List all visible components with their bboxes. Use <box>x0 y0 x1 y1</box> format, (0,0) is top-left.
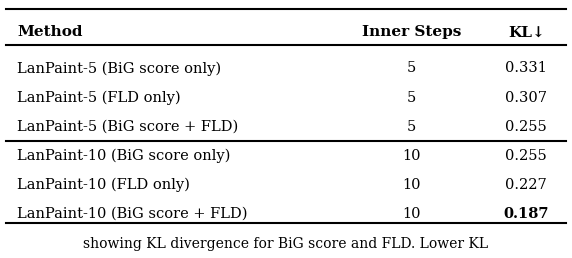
Text: LanPaint-5 (BiG score only): LanPaint-5 (BiG score only) <box>17 61 221 76</box>
Text: 10: 10 <box>403 207 421 221</box>
Text: 5: 5 <box>407 61 416 75</box>
Text: LanPaint-5 (FLD only): LanPaint-5 (FLD only) <box>17 90 181 105</box>
Text: LanPaint-10 (BiG score + FLD): LanPaint-10 (BiG score + FLD) <box>17 207 248 221</box>
Text: 5: 5 <box>407 120 416 134</box>
Text: 0.331: 0.331 <box>505 61 547 75</box>
Text: Inner Steps: Inner Steps <box>362 25 462 39</box>
Text: 5: 5 <box>407 91 416 104</box>
Text: 0.187: 0.187 <box>503 207 549 221</box>
Text: 0.307: 0.307 <box>505 91 547 104</box>
Text: 10: 10 <box>403 178 421 192</box>
Text: 0.255: 0.255 <box>506 120 547 134</box>
Text: Method: Method <box>17 25 83 39</box>
Text: KL↓: KL↓ <box>508 25 545 39</box>
Text: 0.227: 0.227 <box>506 178 547 192</box>
Text: LanPaint-5 (BiG score + FLD): LanPaint-5 (BiG score + FLD) <box>17 120 239 134</box>
Text: LanPaint-10 (FLD only): LanPaint-10 (FLD only) <box>17 178 190 192</box>
Text: LanPaint-10 (BiG score only): LanPaint-10 (BiG score only) <box>17 149 231 163</box>
Text: showing KL divergence for BiG score and FLD. Lower KL: showing KL divergence for BiG score and … <box>84 237 488 251</box>
Text: 10: 10 <box>403 149 421 163</box>
Text: 0.255: 0.255 <box>506 149 547 163</box>
